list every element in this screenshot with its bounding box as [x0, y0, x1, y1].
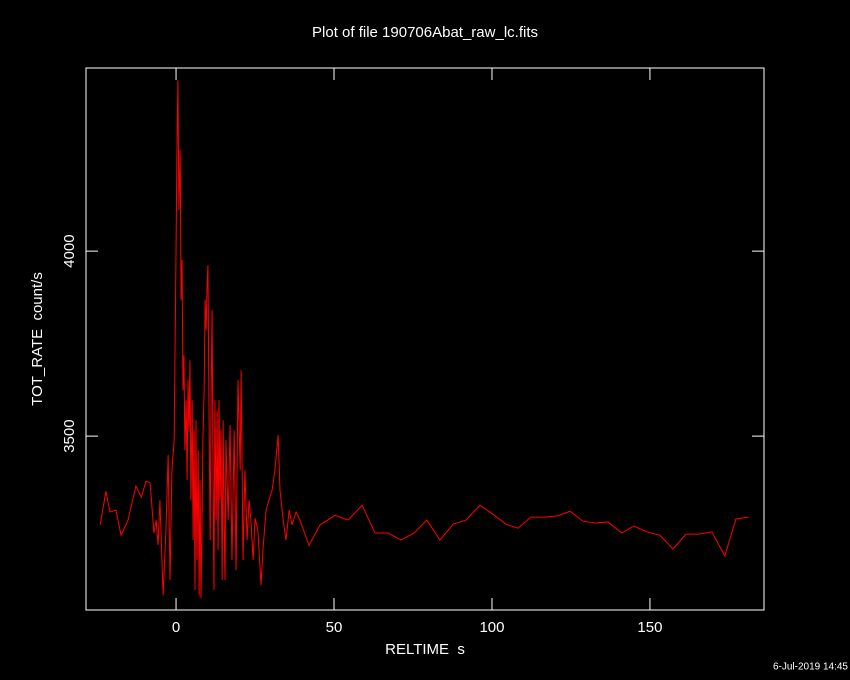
x-axis-label: RELTIME s — [385, 641, 465, 658]
x-tick-label: 50 — [326, 619, 343, 636]
chart-title: Plot of file 190706Abat_raw_lc.fits — [312, 24, 538, 41]
x-tick-label: 150 — [637, 619, 662, 636]
data-line — [99, 80, 749, 599]
timestamp: 6-Jul-2019 14:45 — [773, 662, 848, 673]
x-tick-label: 100 — [479, 619, 504, 636]
y-axis-label: TOT_RATE count/s — [29, 272, 46, 406]
y-tick-label: 3500 — [61, 419, 78, 452]
x-tick-label: 0 — [172, 619, 180, 636]
plot-frame — [85, 67, 765, 611]
y-tick-label: 4000 — [61, 234, 78, 267]
